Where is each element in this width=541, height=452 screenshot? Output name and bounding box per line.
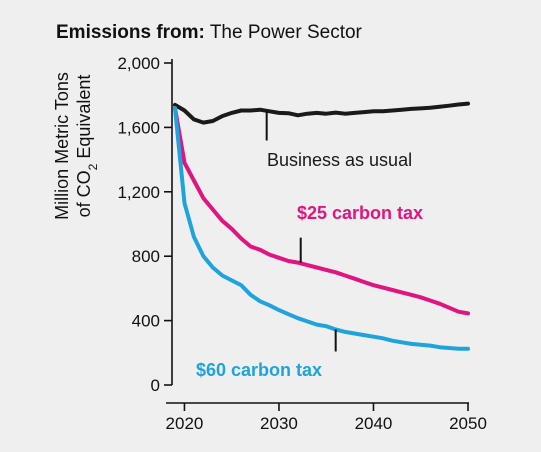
annotation-label: Business as usual (267, 150, 412, 170)
chart-title: Emissions from: The Power Sector (56, 22, 362, 44)
x-tick-label: 2020 (166, 414, 204, 433)
x-tick-label: 2040 (355, 414, 393, 433)
series-layer (173, 101, 470, 351)
annotation-layer: Business as usual $25 carbon tax $60 carbo… (196, 110, 423, 380)
annotation-label: $60 carbon tax (196, 360, 322, 380)
y-axis-label-line2-pre: of CO (74, 170, 94, 217)
chart-title-bold: Emissions from: (56, 22, 205, 43)
series-line-25-carbon-tax (173, 106, 470, 316)
y-axis-label-line2: of CO2 Equivalent (74, 75, 100, 218)
y-axis-label-line1: Million Metric Tons (52, 72, 72, 220)
y-tick-label: 800 (132, 247, 160, 266)
x-tick-label: 2050 (449, 414, 487, 433)
chart-title-rest: The Power Sector (209, 22, 362, 43)
series-line-60-carbon-tax (173, 106, 470, 351)
y-tick-label: 1,600 (117, 118, 160, 137)
y-tick-label: 0 (151, 376, 160, 395)
y-axis-label-subscript: 2 (86, 163, 100, 170)
y-tick-label: 2,000 (117, 54, 160, 73)
y-tick-label: 1,200 (117, 183, 160, 202)
y-axis-label-line2-post: Equivalent (74, 75, 94, 164)
y-axis-label: Million Metric Tons of CO2 Equivalent (52, 72, 100, 220)
series-line-business-as-usual (173, 101, 470, 125)
annotation-label: $25 carbon tax (297, 203, 423, 223)
axes: 0 400 800 1,200 1,600 2,000 2020 2030 2040 2050 (117, 54, 486, 433)
x-tick-label: 2030 (260, 414, 298, 433)
y-tick-label: 400 (132, 312, 160, 331)
